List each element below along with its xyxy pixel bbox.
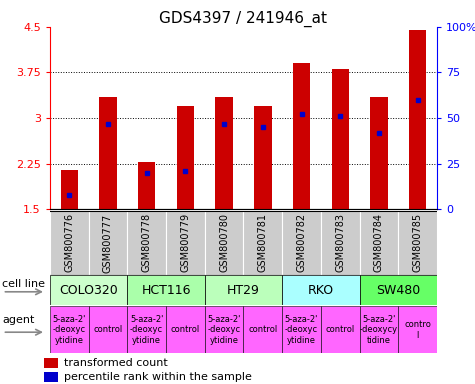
Bar (50, 306, 88, 353)
Text: control: control (325, 325, 355, 334)
Bar (88, 306, 127, 353)
Text: GSM800780: GSM800780 (219, 214, 229, 272)
Text: GSM800785: GSM800785 (413, 214, 423, 272)
Bar (321, 211, 360, 275)
Bar (360, 211, 398, 275)
Bar (215, 97, 233, 209)
Bar (398, 211, 437, 275)
Bar (44, 372, 58, 382)
Bar (370, 97, 388, 209)
Bar (293, 63, 310, 209)
Bar (360, 306, 398, 353)
Bar (166, 306, 205, 353)
Bar (88, 211, 127, 275)
Bar (127, 306, 166, 353)
Text: control: control (248, 325, 277, 334)
Bar (99, 97, 117, 209)
Text: agent: agent (2, 314, 35, 324)
Bar (282, 306, 321, 353)
Text: HCT116: HCT116 (141, 284, 191, 297)
Text: percentile rank within the sample: percentile rank within the sample (64, 372, 252, 382)
Bar (243, 306, 282, 353)
Bar (409, 30, 427, 209)
Text: GSM800781: GSM800781 (258, 214, 268, 272)
Bar (243, 211, 282, 275)
Bar (50, 275, 127, 305)
Bar (332, 70, 349, 209)
Text: GSM800784: GSM800784 (374, 214, 384, 272)
Text: control: control (93, 325, 123, 334)
Bar (282, 211, 321, 275)
Bar (360, 275, 437, 305)
Text: COLO320: COLO320 (59, 284, 118, 297)
Bar (205, 211, 244, 275)
Bar (50, 211, 88, 275)
Text: transformed count: transformed count (64, 358, 168, 368)
Bar (398, 306, 437, 353)
Text: 5-aza-2'
-deoxyc
ytidine: 5-aza-2' -deoxyc ytidine (208, 315, 241, 345)
Bar (282, 275, 360, 305)
Bar (127, 211, 166, 275)
Text: SW480: SW480 (376, 284, 420, 297)
Bar (166, 211, 205, 275)
Text: control: control (171, 325, 200, 334)
Text: GSM800782: GSM800782 (296, 214, 306, 272)
Text: RKO: RKO (308, 284, 334, 297)
Text: 5-aza-2'
-deoxycy
tidine: 5-aza-2' -deoxycy tidine (360, 315, 398, 345)
Bar (205, 306, 244, 353)
Bar (177, 106, 194, 209)
Text: cell line: cell line (2, 279, 46, 289)
Bar (60, 170, 78, 209)
Text: GSM800779: GSM800779 (180, 214, 190, 272)
Bar (254, 106, 272, 209)
Bar (127, 275, 205, 305)
Bar (321, 306, 360, 353)
Title: GDS4397 / 241946_at: GDS4397 / 241946_at (160, 11, 327, 27)
Text: GSM800783: GSM800783 (335, 214, 345, 272)
Bar (205, 275, 282, 305)
Text: HT29: HT29 (227, 284, 260, 297)
Bar (44, 358, 58, 367)
Text: 5-aza-2'
-deoxyc
ytidine: 5-aza-2' -deoxyc ytidine (285, 315, 318, 345)
Text: 5-aza-2'
-deoxyc
ytidine: 5-aza-2' -deoxyc ytidine (130, 315, 163, 345)
Text: GSM800778: GSM800778 (142, 214, 152, 272)
Text: GSM800777: GSM800777 (103, 213, 113, 273)
Text: 5-aza-2'
-deoxyc
ytidine: 5-aza-2' -deoxyc ytidine (53, 315, 86, 345)
Bar (138, 162, 155, 209)
Text: contro
l: contro l (404, 320, 431, 339)
Text: GSM800776: GSM800776 (64, 214, 74, 272)
